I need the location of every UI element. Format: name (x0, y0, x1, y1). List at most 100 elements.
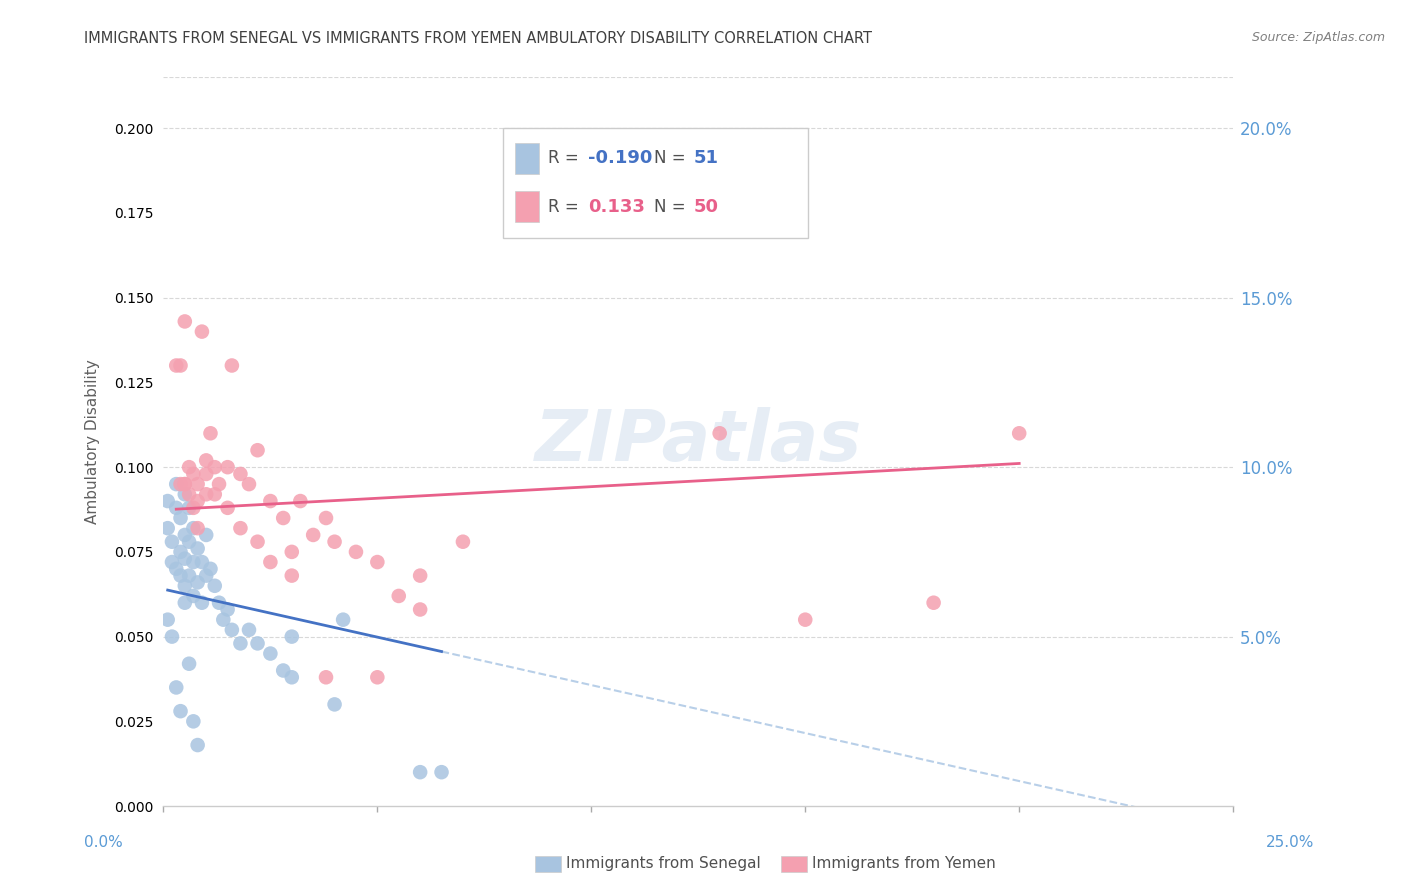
Point (212, 613, 235, 627)
Point (195, 528, 218, 542)
Point (169, 359, 191, 373)
Point (195, 453, 218, 467)
Point (281, 568, 304, 582)
Text: Immigrants from Senegal: Immigrants from Senegal (567, 856, 761, 871)
Point (281, 670, 304, 684)
Point (217, 460, 239, 475)
Text: R =: R = (548, 150, 585, 168)
Point (183, 555, 205, 569)
Point (430, 765, 453, 780)
Point (177, 657, 200, 671)
Point (173, 551, 195, 566)
Point (388, 589, 411, 603)
Point (165, 681, 187, 695)
Point (238, 623, 260, 637)
Point (271, 664, 294, 678)
Point (165, 359, 187, 373)
Text: N =: N = (654, 150, 690, 168)
Point (187, 575, 209, 590)
Point (191, 325, 214, 339)
Point (187, 541, 209, 556)
Point (409, 765, 432, 780)
Point (208, 477, 231, 491)
Point (344, 545, 367, 559)
Point (165, 500, 187, 515)
Point (332, 613, 354, 627)
Point (221, 623, 243, 637)
Point (229, 521, 252, 535)
Point (246, 534, 269, 549)
Point (1008, 426, 1031, 441)
Text: 25.0%: 25.0% (1267, 836, 1315, 850)
Point (187, 477, 209, 491)
Point (177, 487, 200, 501)
Point (169, 568, 191, 582)
Point (259, 555, 281, 569)
Point (173, 579, 195, 593)
Point (183, 589, 205, 603)
Point (451, 534, 474, 549)
Point (794, 613, 817, 627)
Point (169, 511, 191, 525)
Text: 0.133: 0.133 (588, 198, 645, 216)
Point (183, 467, 205, 481)
Point (187, 521, 209, 535)
Point (409, 602, 432, 616)
Text: Immigrants from Yemen: Immigrants from Yemen (813, 856, 995, 871)
Point (165, 477, 187, 491)
Y-axis label: Ambulatory Disability: Ambulatory Disability (86, 359, 100, 524)
Point (204, 487, 226, 501)
Point (323, 698, 346, 712)
Point (246, 443, 269, 458)
Point (259, 647, 281, 661)
Point (221, 359, 243, 373)
Point (238, 477, 260, 491)
Point (204, 460, 226, 475)
Point (200, 426, 222, 441)
Point (173, 477, 195, 491)
Text: 51: 51 (693, 150, 718, 168)
Point (160, 630, 183, 644)
Text: N =: N = (654, 198, 690, 216)
Text: IMMIGRANTS FROM SENEGAL VS IMMIGRANTS FROM YEMEN AMBULATORY DISABILITY CORRELATI: IMMIGRANTS FROM SENEGAL VS IMMIGRANTS FR… (84, 31, 872, 46)
Point (177, 568, 200, 582)
Point (246, 636, 269, 650)
Point (208, 596, 231, 610)
Text: ZIPatlas: ZIPatlas (534, 408, 862, 476)
Point (183, 521, 205, 535)
Point (191, 555, 214, 569)
Point (191, 596, 214, 610)
Point (173, 596, 195, 610)
Point (200, 562, 222, 576)
Text: R =: R = (548, 198, 585, 216)
Point (183, 500, 205, 515)
Point (366, 555, 388, 569)
Point (217, 602, 239, 616)
Point (177, 500, 200, 515)
Point (160, 555, 183, 569)
Point (922, 596, 945, 610)
Text: 0.0%: 0.0% (84, 836, 124, 850)
Point (229, 467, 252, 481)
Point (169, 704, 191, 718)
Point (217, 500, 239, 515)
Point (169, 545, 191, 559)
Point (183, 714, 205, 729)
Point (409, 568, 432, 582)
Point (281, 545, 304, 559)
Point (709, 426, 731, 441)
Point (271, 511, 294, 525)
Point (187, 738, 209, 752)
Text: 50: 50 (693, 198, 718, 216)
Point (173, 314, 195, 328)
Point (177, 534, 200, 549)
Point (156, 613, 179, 627)
Point (290, 494, 312, 508)
Point (156, 494, 179, 508)
Point (195, 568, 218, 582)
Point (259, 494, 281, 508)
Point (165, 562, 187, 576)
Point (323, 534, 346, 549)
Point (302, 528, 325, 542)
Point (173, 487, 195, 501)
